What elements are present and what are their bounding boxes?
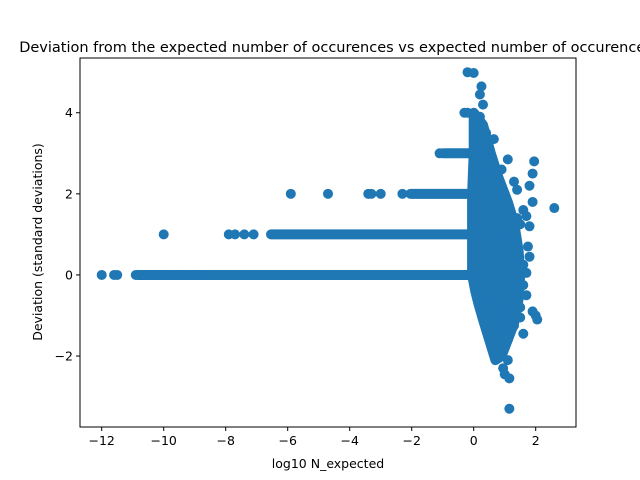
x-axis-ticks: −12 −10 −8 −6 −4 −2 0 2 (89, 427, 540, 448)
data-point-26 (468, 68, 479, 79)
data-point-49 (522, 241, 533, 252)
data-point-42 (527, 196, 538, 207)
x-tick-label: −12 (89, 433, 115, 448)
data-point-39 (509, 176, 519, 187)
x-axis-label: log10 N_expected (272, 456, 384, 471)
x-tick-label: −2 (402, 433, 420, 448)
data-point-52 (521, 267, 532, 278)
data-point-29 (478, 99, 488, 110)
data-point-12 (230, 229, 240, 240)
data-point-34 (484, 144, 495, 155)
data-band-y2 (405, 188, 474, 199)
data-point-48 (524, 221, 535, 232)
data-point-5 (149, 269, 160, 280)
x-tick-label: −8 (216, 433, 234, 448)
y-tick-label: −2 (55, 349, 73, 364)
data-point-44 (521, 211, 532, 222)
data-point-41 (524, 180, 535, 191)
data-point-28 (474, 89, 485, 100)
data-point-24 (462, 107, 473, 118)
data-marks (96, 67, 560, 414)
data-point-40 (512, 184, 523, 195)
data-point-8 (183, 269, 194, 280)
data-point-46 (515, 219, 526, 230)
data-point-60 (509, 320, 519, 331)
data-point-59 (515, 312, 526, 323)
data-point-69 (504, 403, 515, 414)
data-point-47 (549, 203, 560, 214)
data-point-22 (437, 148, 448, 159)
data-point-54 (521, 290, 532, 301)
data-point-61 (518, 328, 529, 339)
data-point-13 (239, 229, 250, 240)
data-point-68 (504, 373, 515, 384)
data-point-27 (476, 81, 487, 92)
x-tick-label: 2 (532, 433, 540, 448)
data-point-18 (366, 188, 377, 199)
data-point-7 (171, 269, 182, 280)
data-band-y3 (439, 148, 476, 159)
x-tick-label: 0 (470, 433, 478, 448)
data-point-63 (496, 344, 507, 355)
data-band-y0 (132, 269, 474, 280)
data-point-55 (515, 302, 526, 313)
data-point-19 (375, 188, 386, 199)
data-point-36 (496, 164, 507, 175)
data-band-y1 (266, 229, 474, 240)
y-tick-label: 2 (65, 186, 73, 201)
data-point-15 (285, 188, 296, 199)
data-point-0 (96, 269, 107, 280)
data-point-2 (112, 269, 123, 280)
data-point-32 (481, 128, 492, 139)
y-axis-ticks: −2 0 2 4 (55, 105, 80, 364)
data-point-3 (130, 269, 141, 280)
data-point-65 (502, 355, 513, 366)
data-point-51 (518, 259, 529, 270)
data-point-50 (524, 251, 535, 262)
data-point-9 (192, 269, 203, 280)
x-tick-label: −4 (340, 433, 358, 448)
data-point-33 (488, 134, 499, 145)
x-tick-label: −6 (278, 433, 296, 448)
chart-title: Deviation from the expected number of oc… (19, 40, 640, 56)
data-point-37 (529, 156, 540, 167)
data-point-10 (158, 229, 169, 240)
data-point-30 (474, 111, 485, 122)
data-point-16 (323, 188, 333, 199)
data-point-53 (518, 280, 529, 291)
data-point-62 (502, 334, 513, 345)
data-point-14 (248, 229, 259, 240)
data-point-35 (502, 154, 513, 165)
data-point-6 (158, 269, 169, 280)
data-point-58 (532, 314, 543, 325)
y-axis-label: Deviation (standard deviations) (30, 143, 45, 341)
y-tick-label: 0 (65, 267, 73, 282)
y-tick-label: 4 (65, 105, 73, 120)
data-point-38 (527, 168, 538, 179)
plot-frame (79, 57, 577, 428)
data-point-20 (397, 188, 408, 199)
x-tick-label: −10 (151, 433, 177, 448)
data-point-31 (471, 119, 482, 130)
data-point-4 (140, 269, 151, 280)
data-point-64 (493, 353, 504, 364)
